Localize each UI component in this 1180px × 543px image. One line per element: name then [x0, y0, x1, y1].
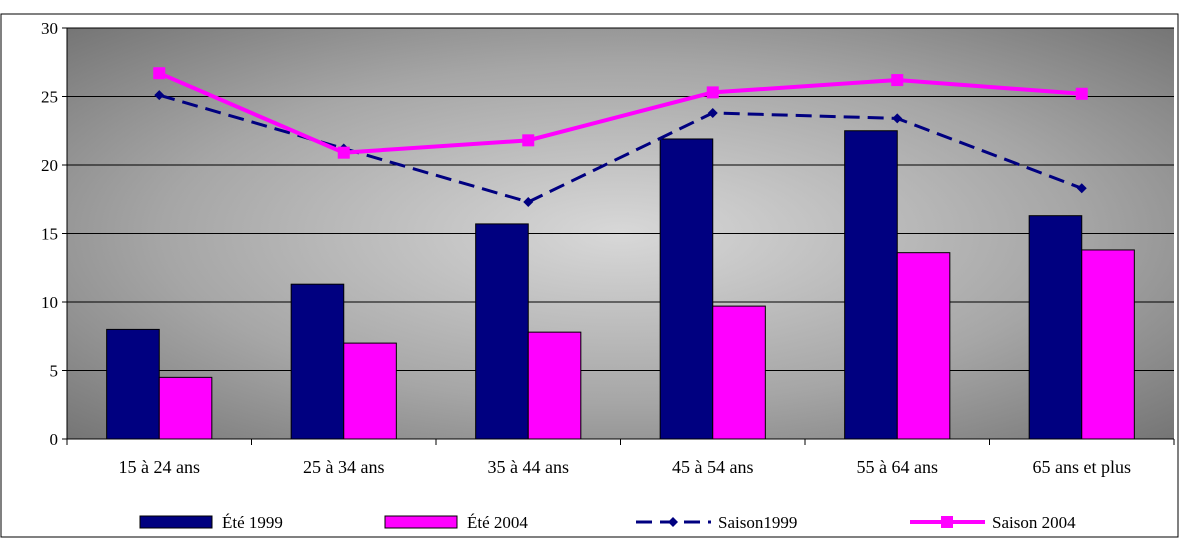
x-tick-label: 45 à 54 ans — [672, 457, 753, 477]
x-tick-label: 15 à 24 ans — [119, 457, 200, 477]
bar — [343, 342, 397, 440]
legend-label: Saison 2004 — [992, 513, 1076, 532]
legend-marker — [668, 517, 678, 527]
bar — [844, 130, 898, 440]
series-point — [154, 90, 165, 101]
bar — [106, 328, 160, 440]
series-point — [707, 107, 718, 118]
bar — [290, 283, 345, 440]
series-point — [892, 113, 903, 124]
bar — [1081, 249, 1135, 440]
series-point — [891, 74, 904, 87]
x-tick-label: 35 à 44 ans — [488, 457, 569, 477]
bar — [158, 376, 213, 440]
legend-label: Été 2004 — [467, 513, 528, 532]
series-point — [1076, 183, 1087, 194]
series-point — [522, 134, 535, 147]
series-point — [153, 67, 166, 80]
series-line — [158, 71, 1082, 155]
x-tick-label: 55 à 64 ans — [857, 457, 938, 477]
chart-title — [0, 0, 1180, 14]
bar — [659, 138, 714, 440]
series-point — [523, 196, 534, 207]
x-tick-label: 25 à 34 ans — [303, 457, 384, 477]
bar — [896, 252, 951, 440]
series-line — [158, 93, 1083, 204]
legend-label: Été 1999 — [222, 513, 283, 532]
y-tick-label: 10 — [41, 293, 58, 312]
series-point — [1075, 87, 1088, 100]
legend-swatch — [139, 515, 213, 529]
y-tick-label: 25 — [41, 88, 58, 107]
y-tick-label: 30 — [41, 19, 58, 38]
y-tick-label: 15 — [41, 225, 58, 244]
y-tick-label: 5 — [50, 362, 59, 381]
y-tick-label: 0 — [50, 430, 59, 449]
series-point — [706, 86, 719, 99]
legend-label: Saison1999 — [718, 513, 797, 532]
x-tick-label: 65 ans et plus — [1033, 457, 1132, 477]
legend-swatch — [384, 515, 458, 529]
bar — [712, 305, 766, 440]
series-point — [337, 146, 350, 159]
bar — [1028, 215, 1083, 440]
bar — [475, 223, 529, 440]
y-tick-label: 20 — [41, 156, 58, 175]
legend-marker — [941, 516, 953, 528]
bar — [527, 331, 582, 440]
